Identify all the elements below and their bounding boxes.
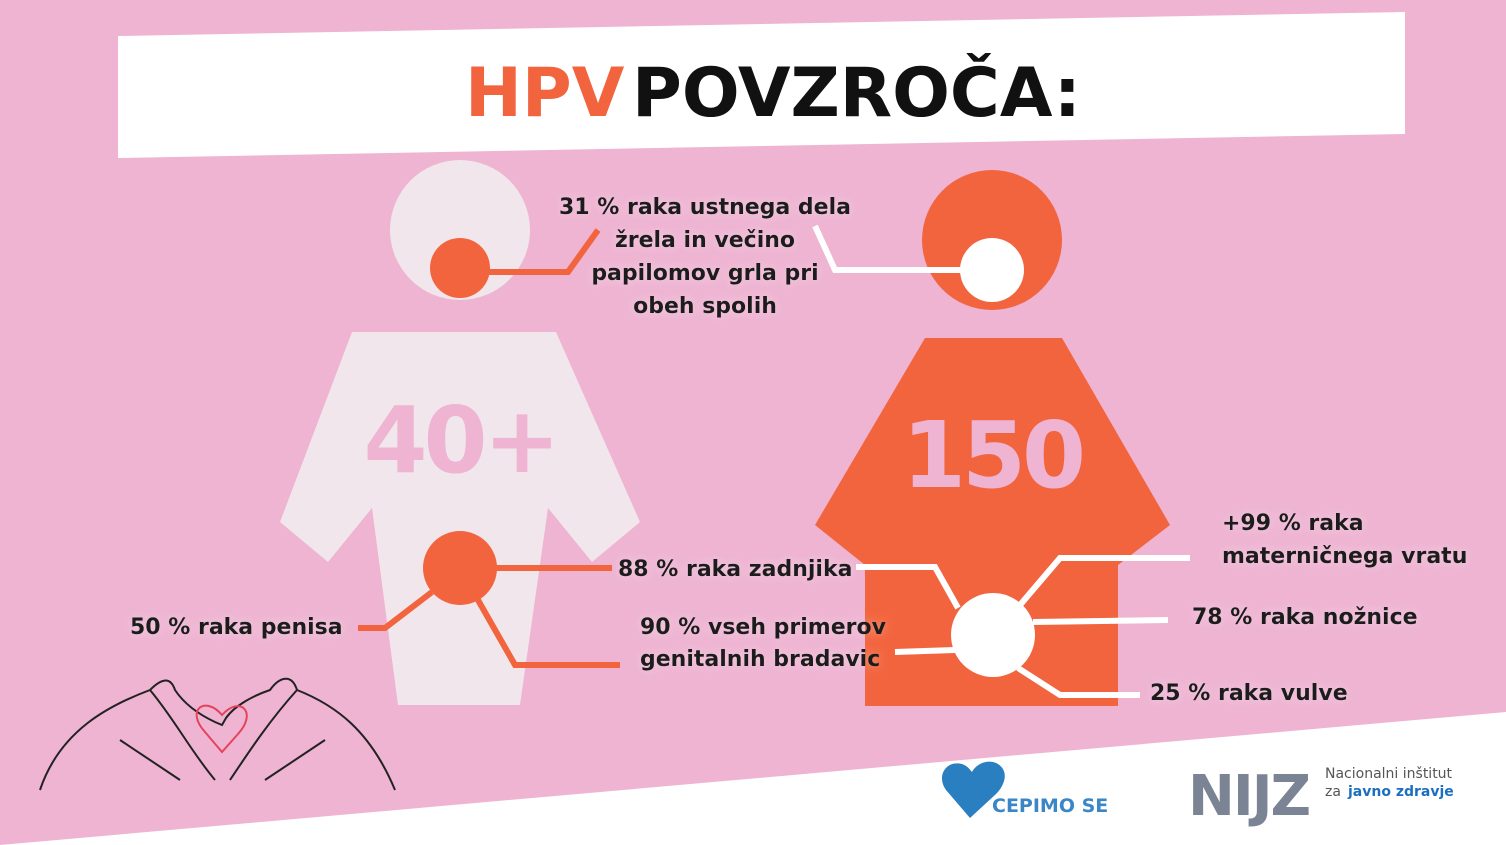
title-highlight: HPV: [465, 54, 625, 133]
female-groin-dot: [951, 593, 1035, 677]
nijz-line1: Nacionalni inštitut: [1325, 766, 1453, 782]
connector: [894, 647, 956, 655]
connector: [856, 564, 961, 610]
callout-line: obeh spolih: [633, 294, 777, 319]
female-number: 150: [902, 402, 1082, 509]
callout-line: 90 % vseh primerov: [640, 615, 887, 640]
connector: [1016, 665, 1140, 698]
connector: [812, 224, 965, 273]
callout-line: žrela in večino: [615, 228, 795, 253]
callout-line: materničnega vratu: [1222, 544, 1467, 569]
title-banner: [118, 12, 1405, 158]
connector: [1032, 617, 1169, 625]
connectors: [358, 224, 1190, 698]
female-figure: 150: [815, 170, 1170, 706]
male-body: [280, 332, 640, 705]
callout-line: +99 % raka: [1222, 511, 1364, 536]
male-mouth-dot: [430, 238, 490, 298]
male-figure: 40+: [280, 160, 640, 705]
callouts: 31 % raka ustnega dela žrela in večino p…: [130, 195, 1467, 706]
male-groin-dot: [423, 531, 497, 605]
female-body: [815, 338, 1170, 706]
callout-line: 25 % raka vulve: [1150, 681, 1348, 706]
male-number: 40+: [363, 387, 556, 494]
cepimo-heart: [941, 761, 1005, 818]
nijz-logo: NIJZ Nacionalni inštitut za javno zdravj…: [1188, 764, 1454, 829]
heart-shape: [195, 704, 248, 754]
nijz-line2: javno zdravje: [1347, 784, 1454, 800]
footer-band: [0, 712, 1506, 845]
callout-line: 31 % raka ustnega dela: [559, 195, 851, 220]
hands-outline: [39, 677, 396, 791]
title: POVZROČA:: [632, 53, 1081, 133]
nijz-mark: NIJZ: [1188, 764, 1310, 829]
callout-line: genitalnih bradavic: [640, 647, 880, 672]
callout-line: papilomov grla pri: [591, 261, 818, 286]
callout-line: 78 % raka nožnice: [1192, 605, 1418, 630]
female-mouth-dot: [960, 238, 1024, 302]
connector: [480, 228, 601, 275]
cepimo-logo: CEPIMO SE: [941, 761, 1108, 818]
connector: [475, 598, 620, 668]
callout-line: 50 % raka penisa: [130, 615, 343, 640]
connector: [1017, 555, 1190, 607]
hands-illustration: [39, 677, 396, 791]
nijz-line2-prefix: za: [1325, 784, 1341, 800]
callout-line: 88 % raka zadnjika: [618, 557, 852, 582]
cepimo-text: CEPIMO SE: [992, 795, 1108, 817]
connector: [358, 589, 434, 631]
male-head: [390, 160, 530, 300]
hands-detail: [119, 689, 326, 781]
